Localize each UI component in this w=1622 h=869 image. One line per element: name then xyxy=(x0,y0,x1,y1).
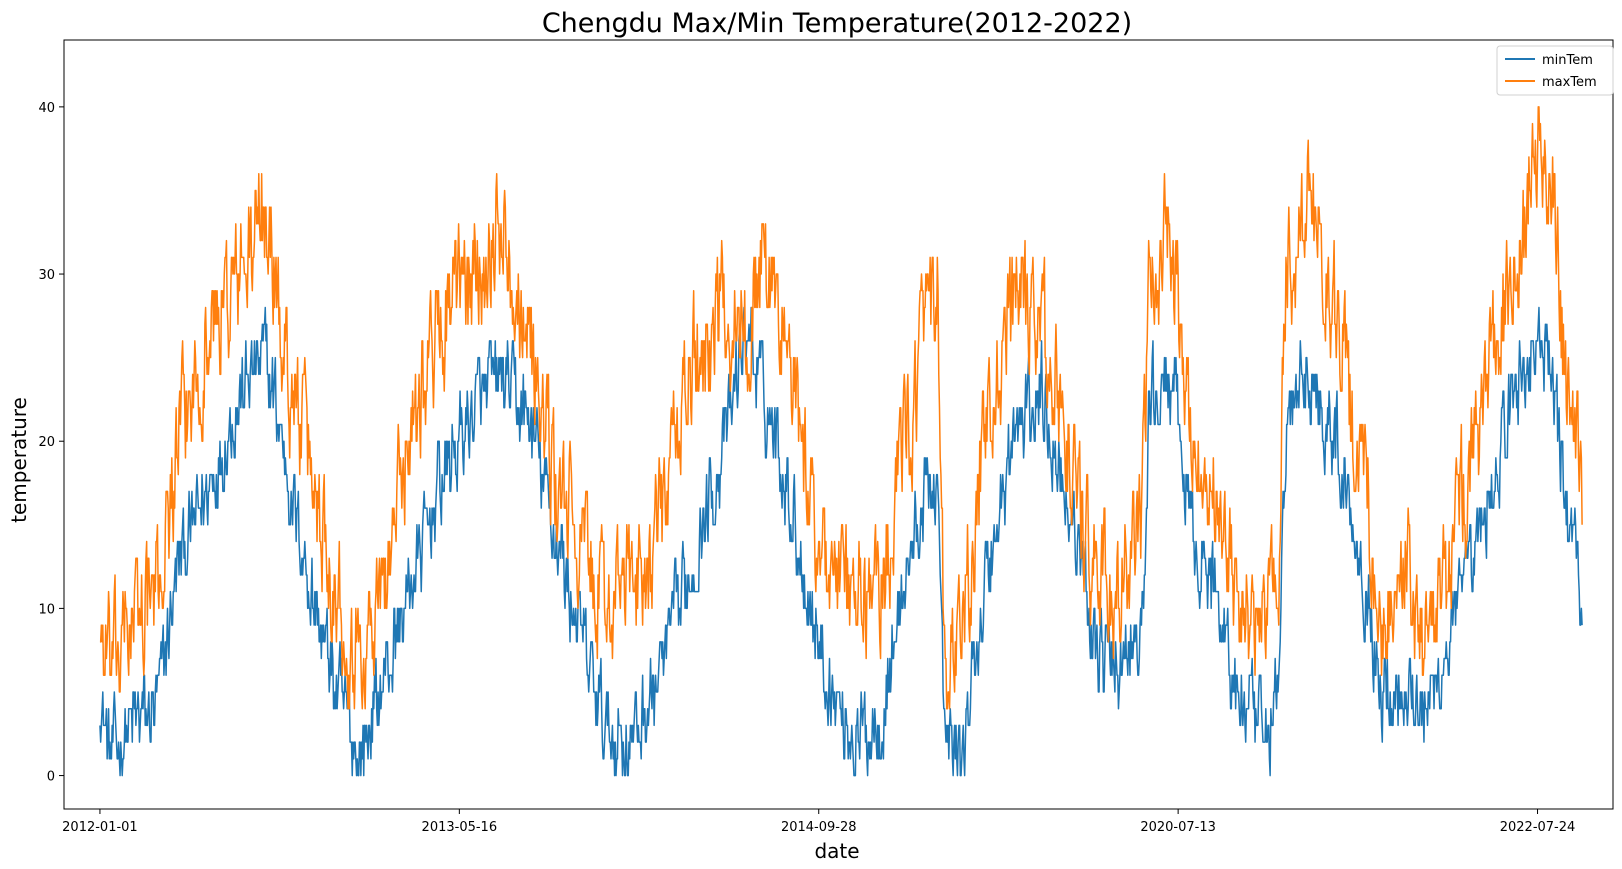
x-tick-label: 2020-07-13 xyxy=(1140,820,1216,835)
legend-label-maxtem: maxTem xyxy=(1542,75,1597,90)
y-tick-label: 0 xyxy=(47,770,55,785)
legend: minTem maxTem xyxy=(1496,45,1614,96)
series-layer xyxy=(99,106,1583,777)
x-tick-label: 2012-01-01 xyxy=(62,820,138,835)
y-tick-label: 40 xyxy=(38,101,55,116)
x-tick-label: 2014-09-28 xyxy=(781,820,857,835)
legend-label-mintem: minTem xyxy=(1542,53,1593,68)
plot-area: 0 10 20 30 40 2012-01-01 2013-05-16 2014-09-28… xyxy=(38,39,1614,835)
y-axis: 0 10 20 30 40 xyxy=(38,101,64,785)
x-axis-label: date xyxy=(814,839,859,863)
series-line-mintem xyxy=(99,306,1583,777)
x-tick-label: 2022-07-24 xyxy=(1500,820,1576,835)
y-tick-label: 30 xyxy=(38,268,55,283)
x-axis: 2012-01-01 2013-05-16 2014-09-28 2020-07-13… xyxy=(62,809,1575,835)
y-tick-label: 10 xyxy=(38,602,55,617)
series-line-maxtem xyxy=(99,106,1583,710)
y-tick-label: 20 xyxy=(38,435,55,450)
chart-title: Chengdu Max/Min Temperature(2012-2022) xyxy=(542,8,1132,39)
x-tick-label: 2013-05-16 xyxy=(422,820,498,835)
y-axis-label: temperature xyxy=(7,397,31,523)
plot-frame xyxy=(63,39,1614,810)
